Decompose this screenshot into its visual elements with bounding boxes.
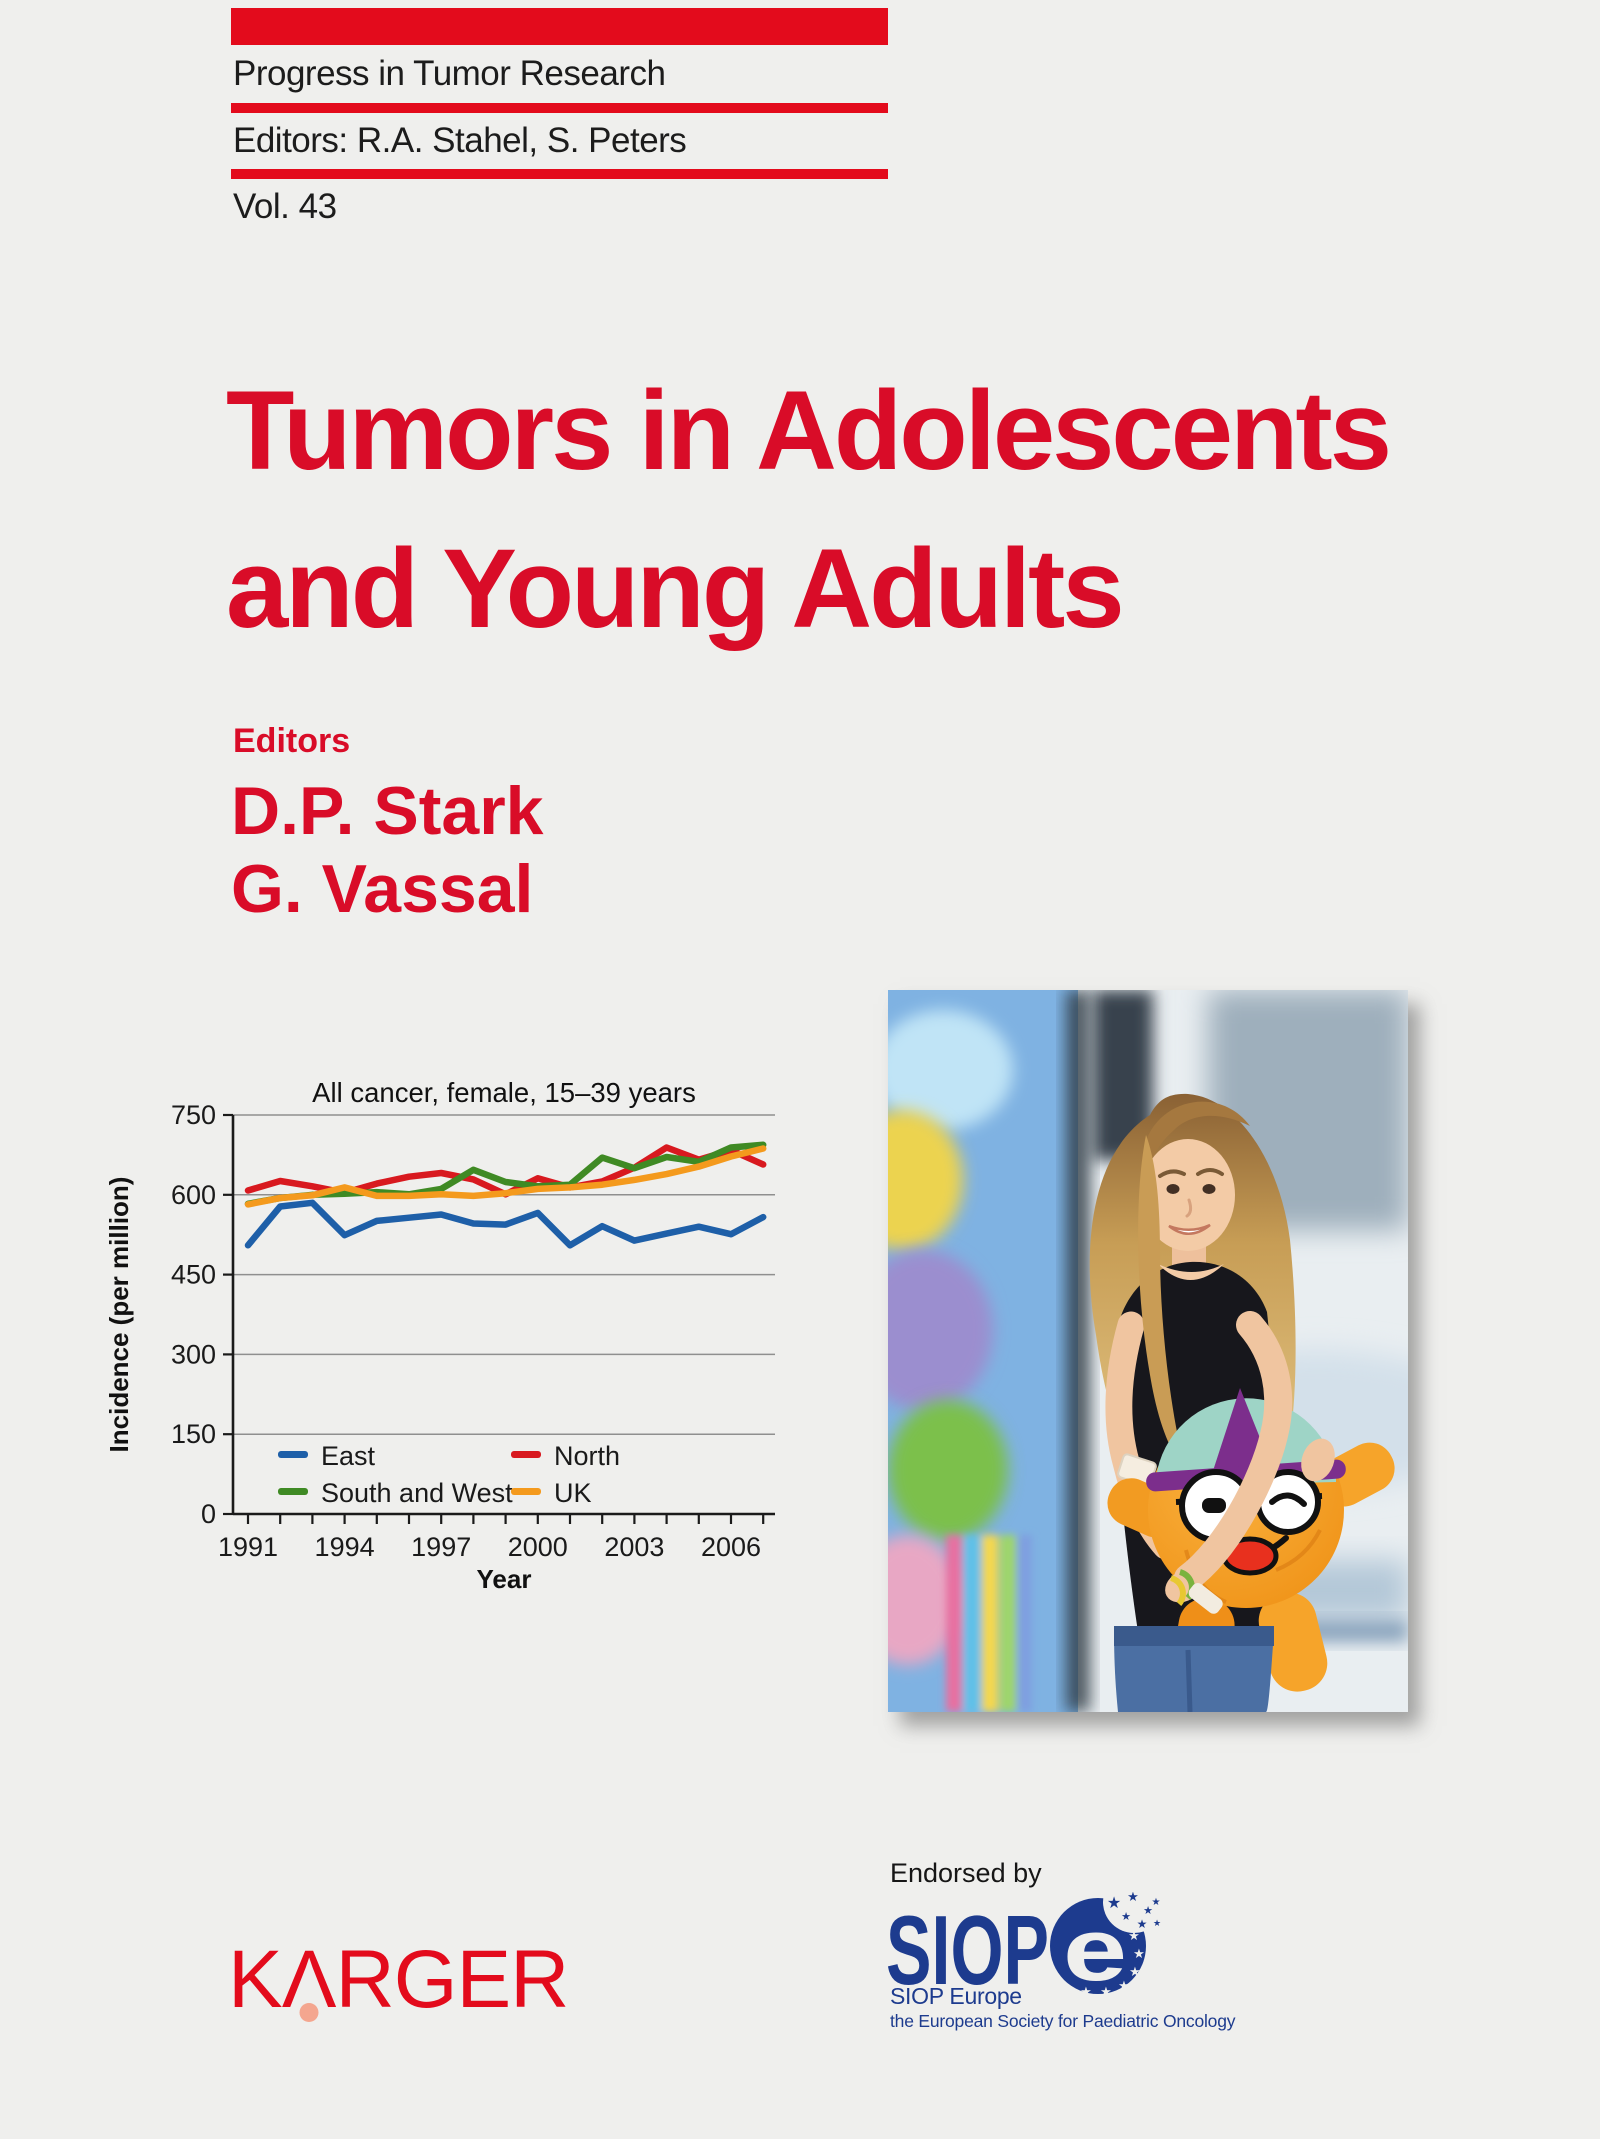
x-tick-label: 2003: [604, 1532, 664, 1562]
divider-red-bar: [231, 103, 888, 113]
divider-red-bar: [231, 169, 888, 179]
hand-right: [1301, 1438, 1335, 1482]
toy-leg: [1258, 1592, 1328, 1692]
siope-rim-stars: ★ ★ ★ ★ ★ ★ ★: [1061, 1928, 1145, 1994]
y-tick-label: 450: [171, 1260, 216, 1290]
svg-text:★: ★: [1137, 1917, 1148, 1931]
svg-text:★: ★: [1143, 1905, 1153, 1917]
jeans-seam: [1185, 1649, 1193, 1712]
editors-label: Editors: [233, 722, 351, 760]
editor-name: G. Vassal: [231, 851, 534, 927]
karger-a-dot: [299, 2003, 319, 2022]
svg-text:★: ★: [1129, 1964, 1141, 1979]
svg-text:★: ★: [1061, 1980, 1073, 1994]
y-tick-label: 0: [201, 1499, 216, 1529]
y-tick-label: 750: [171, 1100, 216, 1130]
toy-eye-wink: [1269, 1492, 1307, 1507]
face: [1141, 1139, 1235, 1251]
legend-label: UK: [554, 1478, 592, 1508]
x-tick-label: 1997: [411, 1532, 471, 1562]
mural-blob: [888, 1110, 963, 1250]
legend-swatch: [511, 1488, 541, 1495]
mural-stripes: [946, 1535, 1032, 1712]
siope-org-name: SIOP Europe: [890, 1983, 1022, 2009]
karger-a: Λ: [282, 1933, 337, 2027]
siope-logo: SIOP e ★ ★ ★ ★ ★ ★ ★ ★ ★ ★ ★ ★ ★ ★: [886, 1892, 1165, 1994]
series-line-south-and-west: [244, 1141, 767, 1208]
karger-logo: KΛ RGER: [228, 1933, 569, 2027]
hair-fringe: [1142, 1101, 1250, 1188]
bracelet-yellow: [1169, 1575, 1186, 1606]
series-title: Progress in Tumor Research: [233, 54, 666, 93]
siope-org-subtitle: the European Society for Paediatric Onco…: [890, 2011, 1236, 2031]
book-title: Tumors in Adolescents and Young Adults: [226, 352, 1392, 668]
toy-eye-open: [1202, 1498, 1226, 1513]
svg-text:★: ★: [1128, 1928, 1140, 1943]
svg-text:★: ★: [1133, 1946, 1145, 1961]
jeans-waistband: [1114, 1626, 1274, 1646]
legend-swatch: [278, 1488, 308, 1495]
incidence-line-chart: 0 150 300 450 600 750 1991 1994 1997 2000 2003 2006…: [104, 1077, 775, 1594]
legend-swatch: [511, 1451, 541, 1458]
editor-name: D.P. Stark: [231, 773, 544, 849]
eye: [1166, 1184, 1180, 1194]
cover-photo: [888, 990, 1408, 1712]
y-tick-label: 150: [171, 1419, 216, 1449]
svg-text:★: ★: [1153, 1918, 1161, 1928]
eyebrow: [1158, 1169, 1186, 1178]
wrist-tape: [1188, 1583, 1223, 1614]
eye: [1202, 1184, 1216, 1194]
svg-text:★: ★: [1152, 1897, 1161, 1908]
karger-rger: RGER: [335, 1934, 569, 2025]
endorsed-by-label: Endorsed by: [890, 1858, 1042, 1888]
jeans: [1114, 1630, 1274, 1712]
editor-names: D.P. Stark G. Vassal: [231, 772, 543, 928]
svg-text:★: ★: [1121, 1911, 1131, 1923]
legend-swatch: [278, 1451, 308, 1458]
x-tick-label: 1994: [315, 1532, 375, 1562]
siope-e-glyph: e: [1063, 1900, 1127, 1994]
holding-arm: [1165, 1311, 1335, 1614]
svg-text:★: ★: [1107, 1895, 1121, 1912]
chart-ylabel: Incidence (per million): [104, 1177, 134, 1453]
mural-blob: [888, 1400, 1008, 1540]
legend-label: East: [321, 1441, 376, 1471]
book-title-line2: and Young Adults: [226, 526, 1125, 651]
smile: [1168, 1223, 1211, 1235]
y-tick-label: 300: [171, 1339, 216, 1369]
volume-number: Vol. 43: [233, 187, 337, 226]
series-line-east: [244, 1199, 767, 1249]
svg-text:★: ★: [1118, 1978, 1130, 1993]
neckline: [1158, 1264, 1224, 1280]
top-red-bar: [231, 8, 888, 45]
karger-k: K: [228, 1934, 283, 2025]
series-editors: Editors: R.A. Stahel, S. Peters: [233, 121, 687, 160]
book-title-line1: Tumors in Adolescents: [226, 368, 1392, 493]
siope-scatter-stars: ★ ★ ★ ★ ★ ★ ★: [1107, 1892, 1161, 1931]
x-tick-label: 2006: [701, 1532, 761, 1562]
mural-blob: [888, 1010, 1013, 1130]
x-tick-label: 2000: [508, 1532, 568, 1562]
svg-text:★: ★: [1127, 1892, 1139, 1904]
svg-text:★: ★: [1080, 1984, 1092, 1994]
left-arm: [1174, 1311, 1293, 1592]
legend-label: South and West: [321, 1478, 513, 1508]
chart-xlabel: Year: [477, 1564, 532, 1594]
mural-blob: [888, 1250, 993, 1410]
siope-crescent-bite: [1103, 1892, 1165, 1933]
legend-label: North: [554, 1441, 620, 1471]
x-tick-label: 1991: [218, 1532, 278, 1562]
chart-title: All cancer, female, 15–39 years: [312, 1077, 696, 1108]
hair-front: [1138, 1135, 1186, 1472]
siope-wordmark: SIOP: [886, 1895, 1049, 1994]
cover-photo-illustration: [888, 990, 1408, 1712]
wall-edge: [1066, 990, 1090, 1712]
mural-blob: [888, 1535, 963, 1665]
y-tick-label: 600: [171, 1180, 216, 1210]
eyebrow: [1196, 1168, 1224, 1176]
series-line-uk: [244, 1145, 767, 1208]
nose: [1185, 1198, 1193, 1218]
svg-text:★: ★: [1100, 1984, 1112, 1994]
